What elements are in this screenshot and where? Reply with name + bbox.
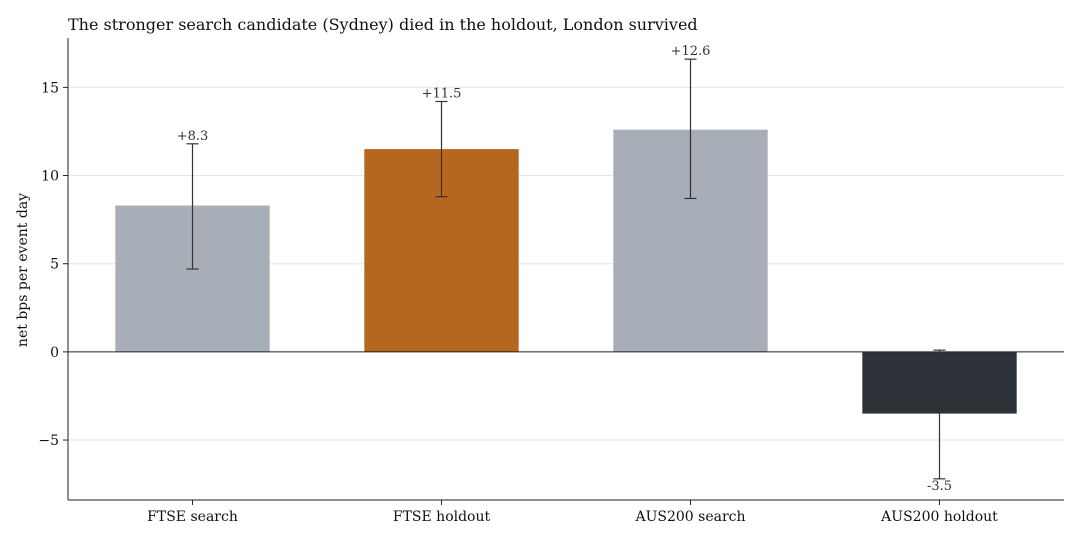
x-tick-label: FTSE search <box>147 509 238 525</box>
y-tick-label: 10 <box>41 169 59 185</box>
axes <box>67 38 1064 501</box>
data-label: +8.3 <box>177 129 209 144</box>
data-label: +12.6 <box>671 44 711 59</box>
y-tick-label: 0 <box>50 345 59 361</box>
bars <box>115 129 1017 414</box>
x-tick-label: FTSE holdout <box>393 509 491 525</box>
y-tick-label: 5 <box>50 257 59 273</box>
error-bars <box>186 58 946 480</box>
x-tick-label: AUS200 search <box>634 509 745 525</box>
data-labels: +8.3 +11.5 +12.6 -3.5 <box>177 44 952 494</box>
y-tick-label: −5 <box>38 433 59 449</box>
x-tick-label: AUS200 holdout <box>880 509 998 525</box>
x-axis-ticks: FTSE search FTSE holdout AUS200 search AUS2… <box>147 500 998 525</box>
y-axis-ticks: −5 0 5 10 15 <box>38 80 68 449</box>
y-tick-label: 15 <box>41 80 59 96</box>
y-axis-label: net bps per event day <box>15 193 31 347</box>
data-label: -3.5 <box>927 479 952 494</box>
chart-title: The stronger search candidate (Sydney) d… <box>68 15 698 34</box>
data-label: +11.5 <box>422 86 462 101</box>
